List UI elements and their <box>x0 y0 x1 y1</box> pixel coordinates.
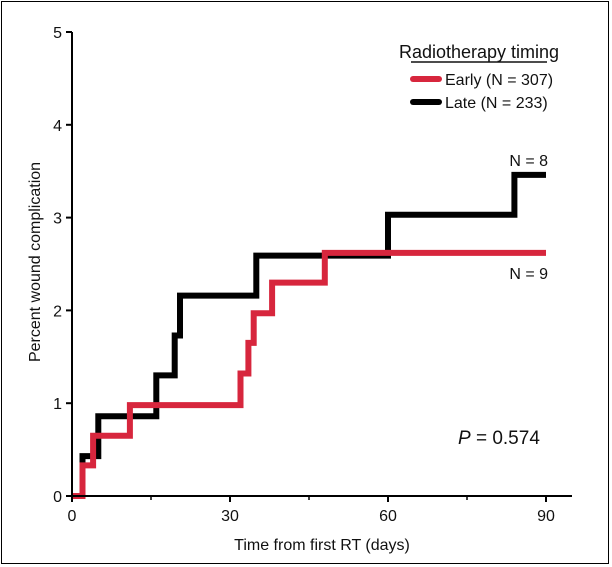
p-value-text: = 0.574 <box>471 428 541 449</box>
axes-layer: 0 30 60 90 0 1 2 3 4 5 <box>53 25 572 525</box>
x-tick-label: 0 <box>68 508 77 525</box>
x-tick-label: 30 <box>221 508 239 525</box>
y-tick-label: 2 <box>53 303 62 320</box>
late-end-label: N = 8 <box>509 153 548 170</box>
early-end-label: N = 9 <box>509 266 548 283</box>
p-value-symbol: P <box>458 428 471 449</box>
series-layer <box>72 171 546 499</box>
legend-label-early: Early (N = 307) <box>445 72 553 89</box>
y-tick-label: 3 <box>53 211 62 228</box>
legend: Radiotherapy timing Early (N = 307) Late… <box>399 42 559 112</box>
x-axis-label: Time from first RT (days) <box>234 537 410 554</box>
y-axis-label: Percent wound complication <box>27 162 44 362</box>
y-tick-label: 0 <box>53 489 62 506</box>
series-line-early <box>72 249 546 499</box>
y-tick-label: 5 <box>53 25 62 42</box>
x-tick-label: 60 <box>379 508 397 525</box>
legend-label-late: Late (N = 233) <box>445 95 548 112</box>
legend-title: Radiotherapy timing <box>399 42 559 62</box>
x-tick-label: 90 <box>537 508 555 525</box>
p-value-annotation: P = 0.574 <box>458 428 540 449</box>
y-tick-label: 1 <box>53 396 62 413</box>
y-tick-label: 4 <box>53 118 62 135</box>
